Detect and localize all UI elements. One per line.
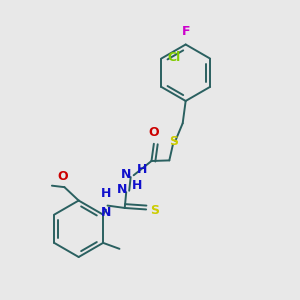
Text: H: H bbox=[137, 164, 147, 176]
Text: N: N bbox=[116, 183, 127, 196]
Text: O: O bbox=[148, 126, 159, 139]
Text: Cl: Cl bbox=[168, 51, 181, 64]
Text: H: H bbox=[132, 179, 143, 193]
Text: S: S bbox=[169, 136, 178, 148]
Text: H: H bbox=[101, 187, 111, 200]
Text: O: O bbox=[58, 170, 68, 183]
Text: S: S bbox=[150, 204, 159, 217]
Text: N: N bbox=[121, 168, 131, 181]
Text: N: N bbox=[101, 206, 111, 219]
Text: F: F bbox=[182, 25, 190, 38]
